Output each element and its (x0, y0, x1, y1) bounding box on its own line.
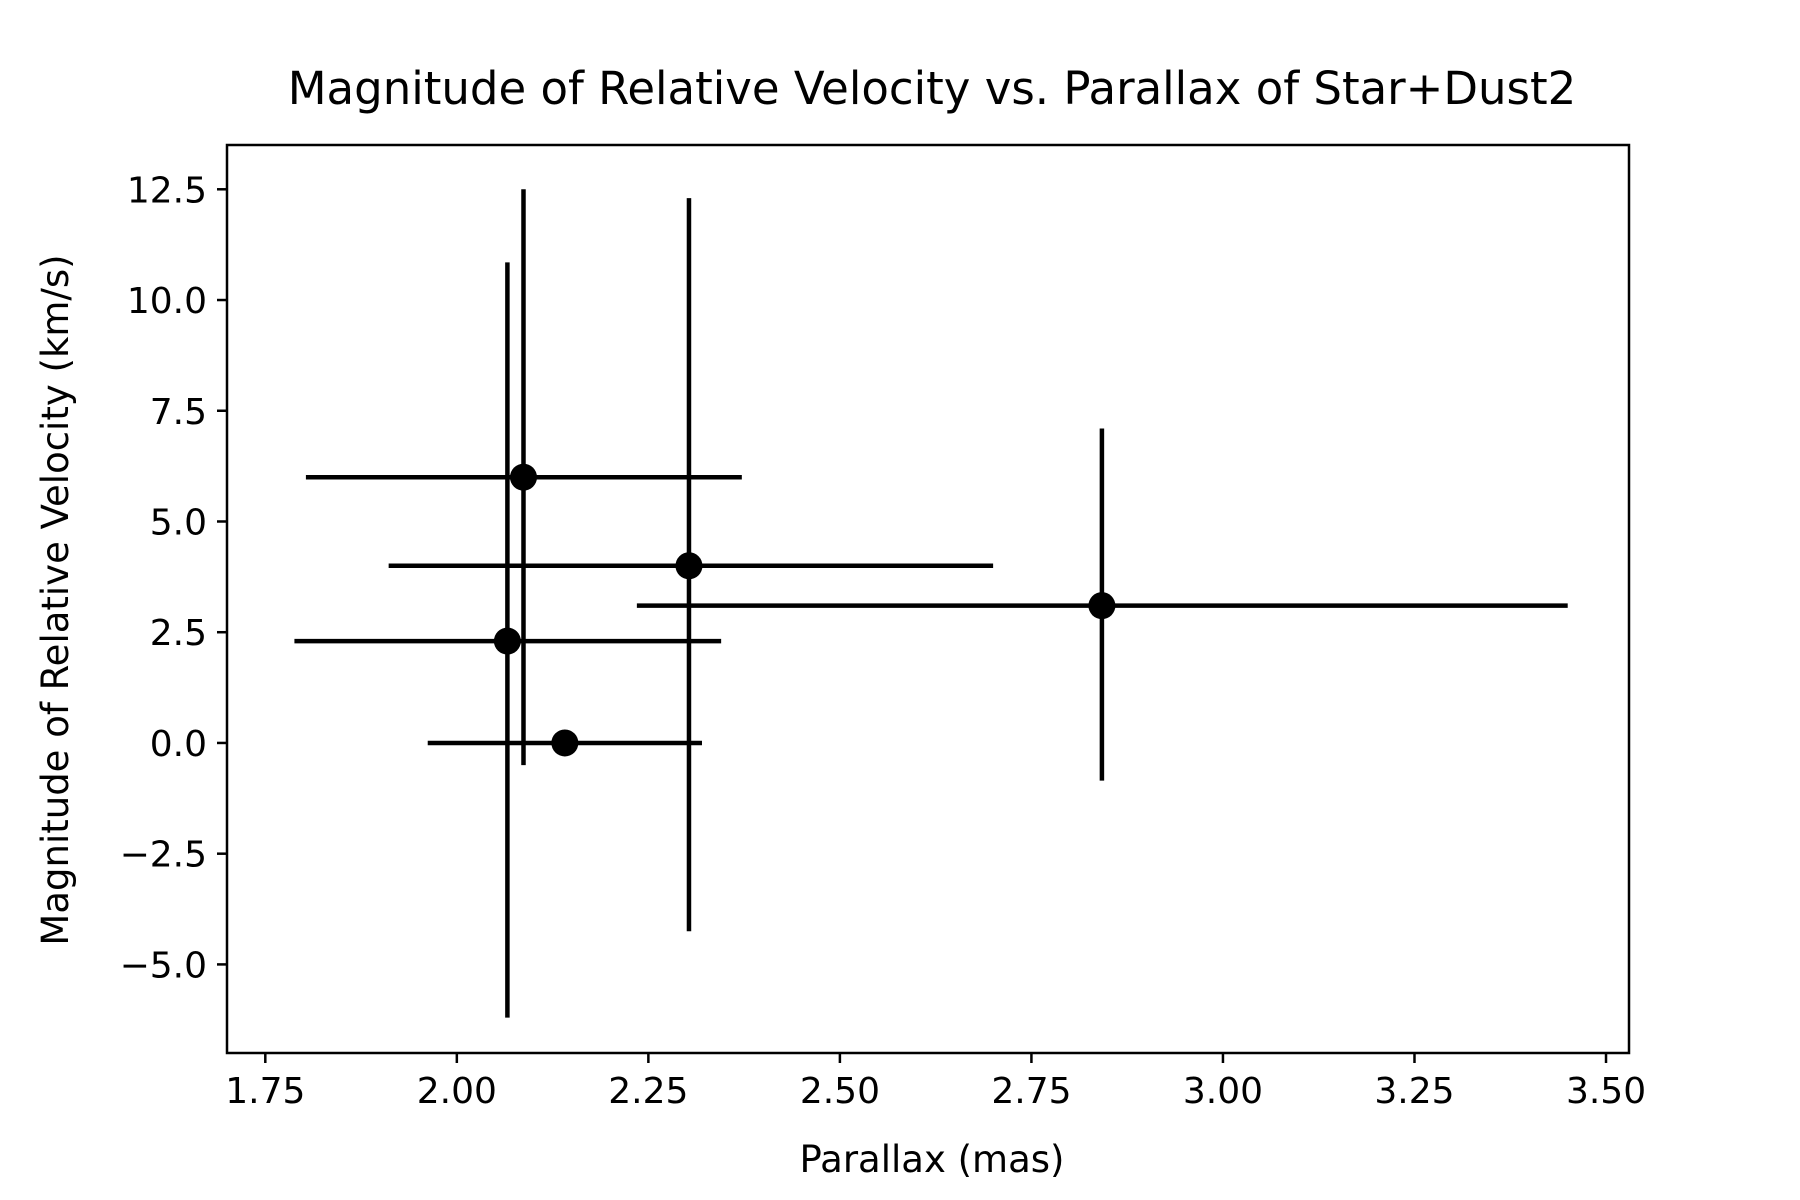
data-point-marker (551, 729, 579, 757)
x-tick-label: 3.00 (1183, 1071, 1263, 1112)
y-tick-label: 2.5 (150, 613, 207, 654)
data-point-marker (493, 627, 521, 655)
y-tick-label: 0.0 (150, 724, 207, 765)
x-tick-label: 3.25 (1374, 1071, 1454, 1112)
y-tick-label: 12.5 (127, 170, 207, 211)
y-tick-label: −5.0 (120, 945, 207, 986)
x-tick-label: 2.00 (417, 1071, 497, 1112)
y-tick-label: 7.5 (150, 392, 207, 433)
x-tick-label: 3.50 (1566, 1071, 1646, 1112)
x-tick-label: 2.50 (800, 1071, 880, 1112)
chart-title: Magnitude of Relative Velocity vs. Paral… (288, 62, 1577, 115)
plot-area-frame (225, 143, 1631, 1055)
x-tick-label: 2.75 (991, 1071, 1071, 1112)
data-point-marker (675, 552, 703, 580)
data-point-marker (1088, 592, 1116, 620)
data-points (493, 463, 1116, 757)
x-tick-label: 2.25 (608, 1071, 688, 1112)
y-tick-label: 5.0 (150, 502, 207, 543)
data-point-marker (509, 463, 537, 491)
y-tick-label: −2.5 (120, 835, 207, 876)
x-axis-label: Parallax (mas) (800, 1138, 1065, 1181)
y-axis-label: Magnitude of Relative Velocity (km/s) (34, 254, 77, 945)
y-axis-ticks: −5.0 −2.5 0.0 2.5 5.0 7.5 10.0 12.5 (120, 170, 227, 986)
y-tick-label: 10.0 (127, 281, 207, 322)
x-tick-label: 1.75 (225, 1071, 305, 1112)
x-axis-ticks: 1.75 2.00 2.25 2.50 2.75 3.00 3.25 3.50 (225, 1053, 1646, 1112)
